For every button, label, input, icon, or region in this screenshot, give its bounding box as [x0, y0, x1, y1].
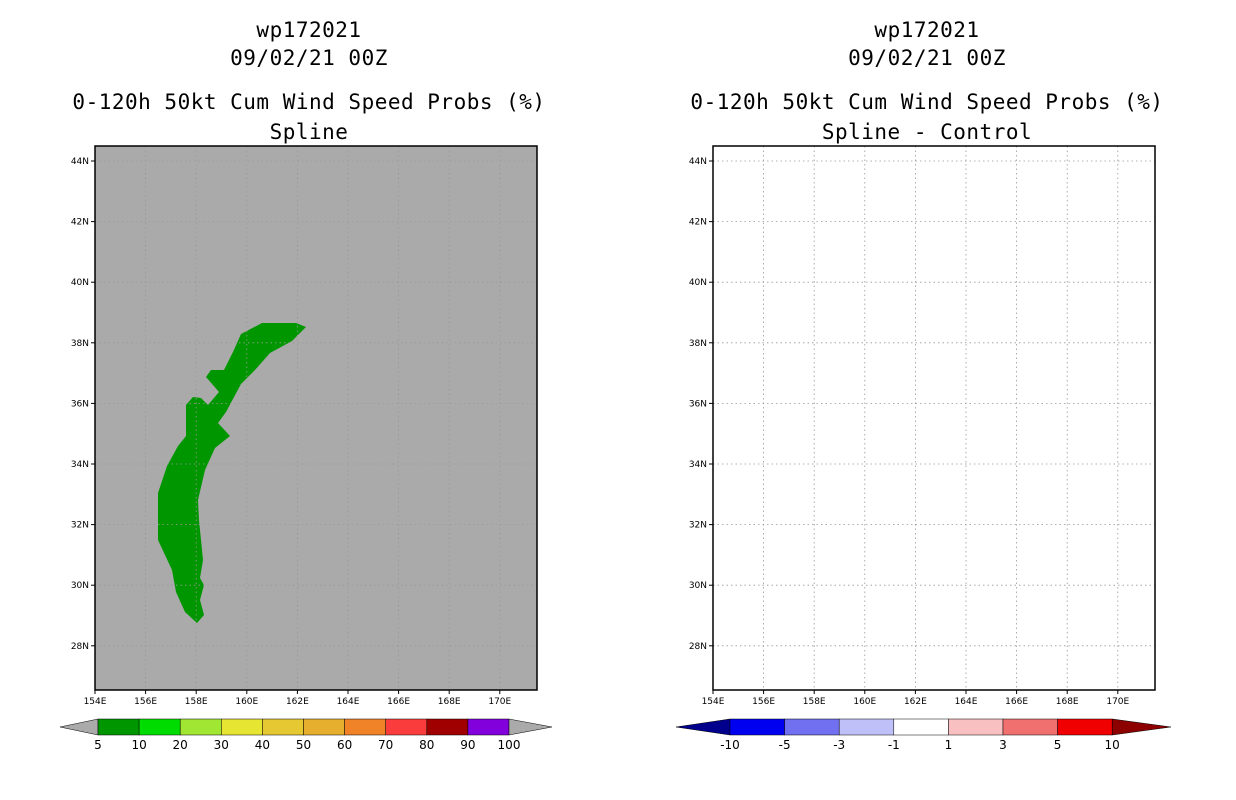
lon-label: 162E [286, 697, 309, 707]
date-title: 09/02/21 00Z [230, 46, 388, 70]
map-spline-control: 44N 42N 40N 38N 36N 34N 32N 30N 28N 154E 156E 158E 1… [675, 145, 1172, 752]
lat-label: 38N [689, 339, 707, 349]
gridlines [95, 146, 537, 690]
lat-label: 28N [689, 642, 707, 652]
colorbar-label: 30 [214, 738, 229, 752]
lat-label: 32N [71, 521, 89, 531]
storm-id-title: wp172021 [874, 18, 980, 42]
lon-label: 166E [387, 697, 410, 707]
lon-label: 154E [84, 697, 107, 707]
lon-label: 170E [1106, 697, 1129, 707]
storm-id-title: wp172021 [256, 18, 362, 42]
lat-label: 34N [689, 460, 707, 470]
map-area [713, 146, 1155, 690]
colorbar-label: 60 [337, 738, 352, 752]
lon-label: 160E [853, 697, 876, 707]
lon-label: 168E [438, 697, 461, 707]
colorbar-label: 10 [131, 738, 146, 752]
method-title: Spline [269, 120, 349, 144]
panel-spline: wp172021 09/02/21 00Z 0-120h 50kt Cum Wi… [59, 18, 553, 752]
colorbar-swatch [467, 718, 510, 736]
lat-label: 42N [71, 218, 89, 228]
product-title: 0-120h 50kt Cum Wind Speed Probs (%) [690, 90, 1164, 114]
colorbar-swatch [784, 718, 840, 736]
lon-label: 168E [1056, 697, 1079, 707]
colorbar-swatch [303, 718, 345, 736]
colorbar-swatch [1002, 718, 1058, 736]
colorbar-swatch [221, 718, 263, 736]
lat-label: 30N [71, 581, 89, 591]
colorbar-label: -3 [833, 738, 845, 752]
lon-label: 156E [752, 697, 775, 707]
lat-label: 32N [689, 521, 707, 531]
lon-label: 160E [235, 697, 258, 707]
colorbar-label: -5 [779, 738, 791, 752]
colorbar-swatch [138, 718, 181, 736]
colorbar-label: 70 [378, 738, 393, 752]
colorbar-label: 100 [498, 738, 521, 752]
colorbar-label: 20 [173, 738, 188, 752]
colorbar-swatch [948, 718, 1004, 736]
map-frame [94, 145, 538, 691]
lon-label: 162E [904, 697, 927, 707]
colorbar-label: 40 [255, 738, 270, 752]
lat-label: 38N [71, 339, 89, 349]
colorbar-arrow-right [1111, 718, 1172, 736]
product-title: 0-120h 50kt Cum Wind Speed Probs (%) [72, 90, 546, 114]
map-frame [712, 145, 1156, 691]
map-spline: 44N 42N 40N 38N 36N 34N 32N 30N 28N 154E 156E 158E 1… [59, 145, 553, 752]
lat-label: 30N [689, 581, 707, 591]
colorbar-label: 3 [999, 738, 1007, 752]
colorbar-label: 90 [460, 738, 475, 752]
lat-label: 28N [71, 642, 89, 652]
colorbar-arrow-left [59, 718, 99, 736]
colorbar-label: 80 [419, 738, 434, 752]
lat-label: 36N [689, 399, 707, 409]
lon-label: 164E [337, 697, 360, 707]
colorbar-swatch [838, 718, 895, 736]
lat-label: 42N [689, 218, 707, 228]
lon-label: 154E [702, 697, 725, 707]
probability-region [158, 323, 306, 623]
colorbar-label: 10 [1105, 738, 1120, 752]
lat-label: 34N [71, 460, 89, 470]
colorbar-label: -10 [720, 738, 740, 752]
colorbar-label: 5 [1054, 738, 1062, 752]
colorbar-label: 1 [945, 738, 953, 752]
lon-label: 156E [134, 697, 157, 707]
colorbar-swatch [426, 718, 469, 736]
map-area [95, 146, 537, 690]
lon-label: 158E [185, 697, 208, 707]
colorbar-swatch [729, 718, 785, 736]
colorbar-swatch [97, 718, 140, 736]
colorbar-swatch [893, 718, 949, 736]
lat-label: 40N [689, 278, 707, 288]
lat-label: 44N [71, 157, 89, 167]
lon-label: 158E [803, 697, 826, 707]
colorbar-label: -1 [888, 738, 900, 752]
panel-spline-control: wp172021 09/02/21 00Z 0-120h 50kt Cum Wi… [618, 0, 1236, 800]
colorbar-arrow-left [675, 718, 731, 736]
colorbar-swatch [385, 718, 428, 736]
gridlines [713, 146, 1155, 690]
date-title: 09/02/21 00Z [848, 46, 1006, 70]
lat-label: 36N [71, 399, 89, 409]
colorbar-swatch [262, 718, 304, 736]
lon-label: 166E [1005, 697, 1028, 707]
lat-label: 40N [71, 278, 89, 288]
lon-label: 164E [955, 697, 978, 707]
colorbar-swatch [179, 718, 222, 736]
colorbar-arrow-right [508, 718, 553, 736]
colorbar-swatch [344, 718, 386, 736]
colorbar-label: 5 [94, 738, 102, 752]
lon-label: 170E [488, 697, 511, 707]
method-title: Spline - Control [821, 120, 1033, 144]
lat-label: 44N [689, 157, 707, 167]
colorbar-swatch [1057, 718, 1113, 736]
colorbar-label: 50 [296, 738, 311, 752]
